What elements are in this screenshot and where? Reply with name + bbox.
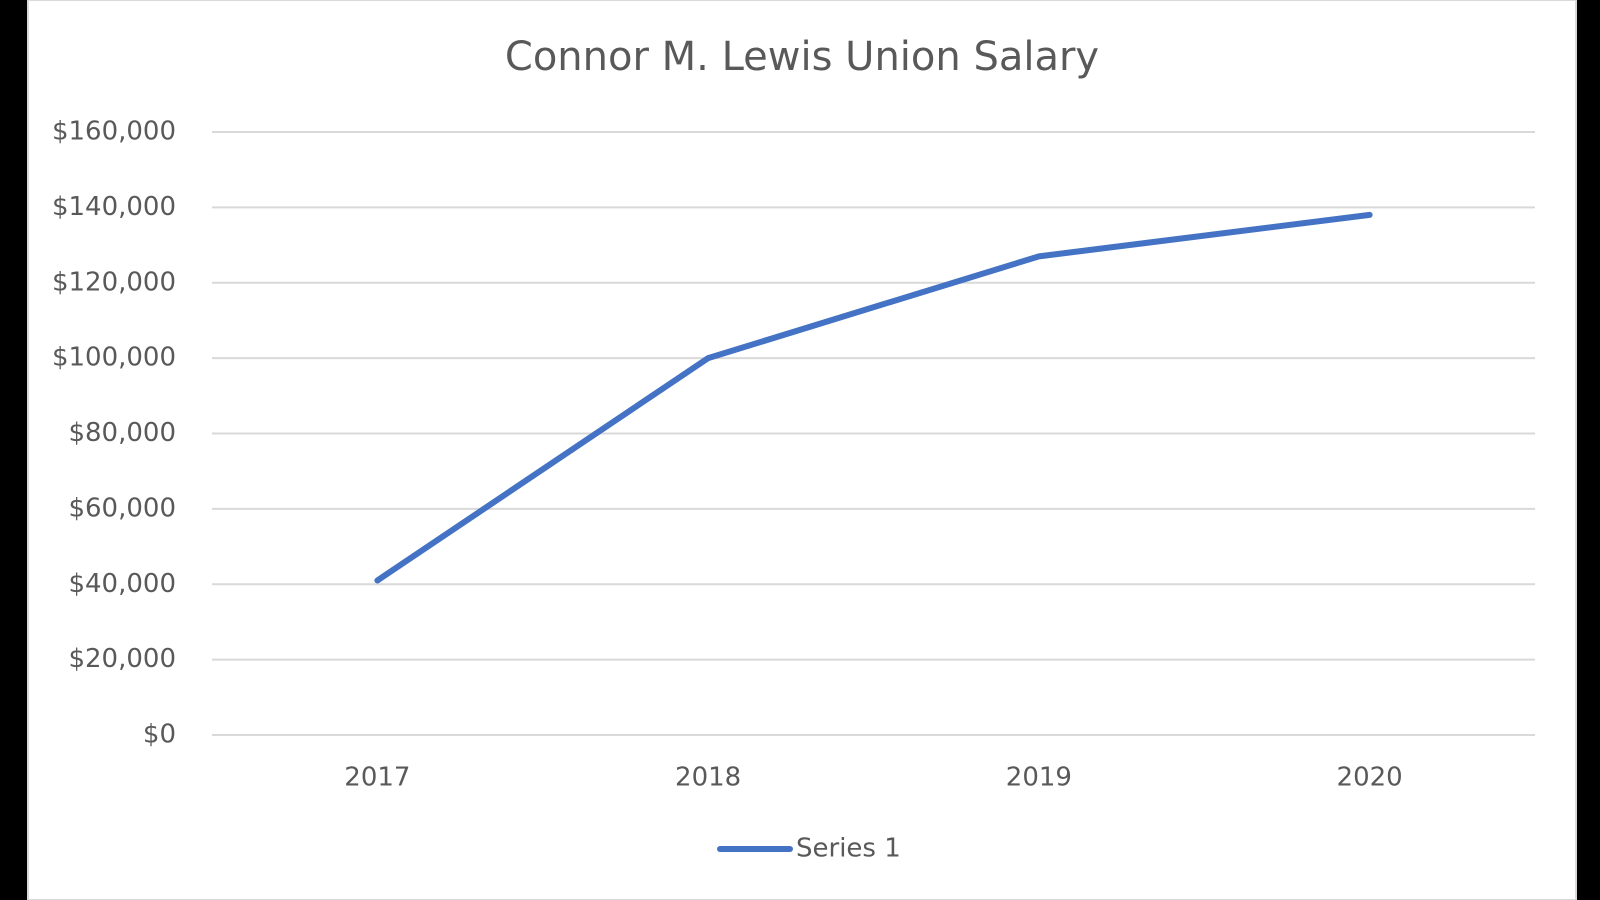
y-tick-label: $80,000	[68, 418, 176, 448]
y-tick-label: $0	[143, 720, 176, 750]
y-tick-label: $160,000	[52, 117, 176, 147]
x-tick-label: 2020	[1337, 763, 1403, 793]
chart-area	[27, 0, 1577, 900]
chart-title: Connor M. Lewis Union Salary	[505, 34, 1099, 80]
y-tick-label: $20,000	[68, 644, 176, 674]
y-tick-label: $100,000	[52, 343, 176, 373]
x-tick-label: 2019	[1006, 763, 1072, 793]
legend-label: Series 1	[796, 834, 901, 864]
y-tick-label: $140,000	[52, 192, 176, 222]
x-tick-label: 2017	[344, 763, 410, 793]
x-tick-label: 2018	[675, 763, 741, 793]
y-tick-label: $120,000	[52, 267, 176, 297]
data-line	[374, 211, 1373, 584]
y-tick-label: $60,000	[68, 493, 176, 523]
y-tick-label: $40,000	[68, 569, 176, 599]
